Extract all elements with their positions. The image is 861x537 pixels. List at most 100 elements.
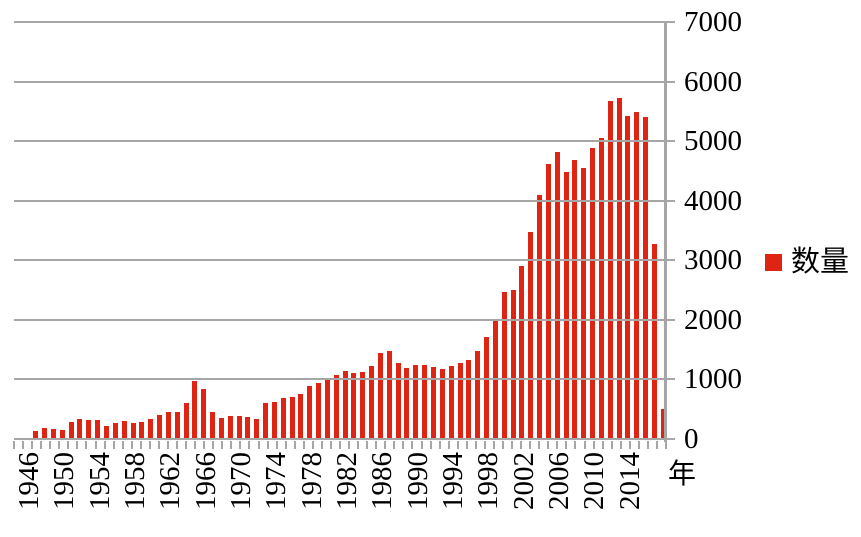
x-axis-tick — [40, 441, 42, 449]
bar-1990 — [422, 365, 427, 439]
bar-1983 — [360, 372, 365, 439]
x-axis-tick — [348, 441, 350, 449]
x-tick-label: 2002 — [508, 452, 540, 510]
bar-1952 — [86, 420, 91, 439]
x-axis-tick — [384, 441, 386, 449]
x-axis-tick — [520, 441, 522, 449]
x-axis-tick — [502, 441, 504, 449]
x-axis-tick — [285, 441, 287, 449]
y-tick-label: 2000 — [684, 304, 742, 336]
bar-1987 — [396, 363, 401, 439]
x-axis-tick — [556, 441, 558, 449]
bar-1982 — [351, 373, 356, 439]
bar-1950 — [69, 422, 74, 439]
x-axis-tick — [248, 441, 250, 449]
bar-1959 — [148, 419, 153, 439]
x-tick-label: 1970 — [225, 452, 257, 510]
legend-color-swatch — [765, 253, 782, 271]
bar-1947 — [42, 428, 47, 439]
x-axis-tick — [176, 441, 178, 449]
x-axis-tick — [104, 441, 106, 449]
y-tick-label: 7000 — [684, 6, 742, 38]
bar-1956 — [122, 421, 127, 439]
gridline — [14, 319, 675, 321]
x-axis-tick — [375, 441, 377, 449]
bar-2005 — [555, 152, 560, 439]
x-axis-tick — [49, 441, 51, 449]
bar-1967 — [219, 418, 224, 439]
x-axis-tick — [366, 441, 368, 449]
x-tick-label: 1986 — [366, 452, 398, 510]
x-axis-tick — [529, 441, 531, 449]
bar-1964 — [192, 381, 197, 439]
bar-1966 — [210, 412, 215, 439]
bar-1949 — [60, 430, 65, 439]
x-axis-tick — [656, 441, 658, 449]
bar-2008 — [581, 168, 586, 439]
y-tick-label: 3000 — [684, 244, 742, 276]
bar-2013 — [625, 116, 630, 439]
bar-2011 — [608, 101, 613, 439]
x-tick-label: 1950 — [48, 452, 80, 510]
bar-1978 — [316, 383, 321, 439]
bar-1960 — [157, 415, 162, 439]
x-tick-label: 1994 — [437, 452, 469, 510]
x-axis-tick — [276, 441, 278, 449]
y-tick-label: 1000 — [684, 363, 742, 395]
bar-1946 — [33, 431, 38, 439]
gridline — [14, 81, 675, 83]
bar-1999 — [502, 292, 507, 439]
bar-2017 — [661, 409, 666, 439]
bar-1974 — [281, 398, 286, 439]
bar-2007 — [572, 160, 577, 439]
bar-1971 — [254, 419, 259, 439]
x-axis-tick — [122, 441, 124, 449]
x-axis-tick — [493, 441, 495, 449]
x-tick-label: 2010 — [578, 452, 610, 510]
x-axis-tick — [113, 441, 115, 449]
bar-1957 — [131, 423, 136, 439]
x-axis-tick — [330, 441, 332, 449]
bar-1995 — [466, 360, 471, 439]
x-axis-tick — [230, 441, 232, 449]
x-axis-tick — [22, 441, 24, 449]
bar-1968 — [228, 416, 233, 439]
x-tick-label: 1946 — [13, 452, 45, 510]
bar-1979 — [325, 378, 330, 439]
legend-label: 数量 — [791, 246, 850, 278]
x-axis-baseline — [14, 438, 675, 440]
bar-2001 — [519, 266, 524, 439]
bar-1955 — [113, 423, 118, 439]
x-axis-tick — [602, 441, 604, 449]
bar-1972 — [263, 403, 268, 439]
x-axis-tick — [140, 441, 142, 449]
x-axis-tick — [620, 441, 622, 449]
bar-1977 — [307, 386, 312, 439]
x-axis-tick — [339, 441, 341, 449]
x-tick-label: 1954 — [84, 452, 116, 510]
x-axis-tick — [203, 441, 205, 449]
bar-2006 — [564, 172, 569, 439]
x-axis-tick — [85, 441, 87, 449]
bar-1963 — [184, 403, 189, 439]
gridline — [14, 378, 675, 380]
x-axis-tick — [13, 441, 15, 449]
x-axis-tick — [239, 441, 241, 449]
x-axis-title: 年 — [668, 459, 697, 490]
x-axis-tick — [593, 441, 595, 449]
bar-2000 — [511, 290, 516, 439]
x-axis-tick — [611, 441, 613, 449]
bar-1975 — [290, 397, 295, 439]
gridline — [14, 140, 675, 142]
bar-2010 — [599, 138, 604, 439]
bar-1962 — [175, 412, 180, 439]
bar-1965 — [201, 389, 206, 439]
bar-1986 — [387, 351, 392, 439]
bar-1953 — [95, 420, 100, 439]
x-axis-tick — [547, 441, 549, 449]
bar-2016 — [652, 244, 657, 439]
x-axis-tick — [267, 441, 269, 449]
bar-1984 — [369, 366, 374, 439]
bar-1958 — [139, 422, 144, 439]
